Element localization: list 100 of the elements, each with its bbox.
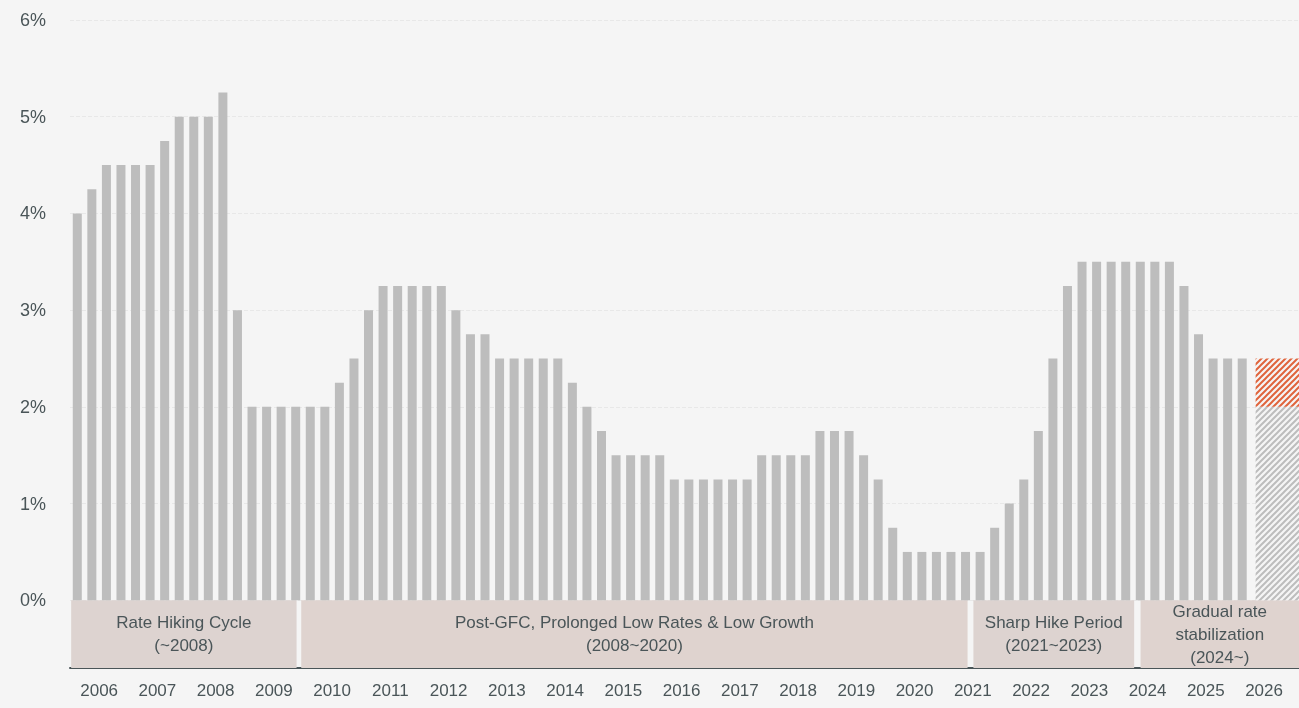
bar [990,527,1000,601]
bar [1208,358,1218,601]
bar [116,165,126,601]
bar [553,358,563,601]
bar [232,310,242,601]
bar [655,455,665,601]
bar [597,431,606,601]
bar [524,358,534,601]
bar [320,406,330,601]
bar [742,479,752,601]
bar [131,165,141,601]
bar [160,140,170,601]
y-tick-label: 6% [20,10,47,30]
bar [480,334,490,601]
band-label: Sharp Hike Period (2021~2023) [984,613,1123,656]
bar [684,479,694,601]
bar [218,92,228,601]
bar [902,551,912,601]
y-tick-label: 3% [20,300,47,321]
bar [815,431,825,601]
bar [247,406,257,601]
x-tick-label: 2011 [372,681,409,700]
bar [203,116,213,601]
bar [582,406,592,601]
band-label: Rate Hiking Cycle (~2008) [116,613,252,656]
bar [946,551,956,601]
bar [1062,285,1072,601]
bar [757,455,767,601]
bar [698,479,708,601]
x-tick-label: 2024 [1128,681,1167,700]
y-tick-label: 0% [20,590,47,611]
x-tick-label: 2022 [1012,681,1050,700]
bar [364,310,374,601]
x-tick-label: 2026 [1245,681,1283,700]
bar [393,285,403,601]
bar [291,406,301,601]
bar [728,479,738,601]
x-tick-label: 2016 [662,681,701,700]
x-tick-label: 2010 [313,681,352,700]
bar [1223,358,1233,601]
bar [334,382,344,601]
band-label: Gradual rate stabilization (2024~) [1172,601,1268,667]
bar [509,358,519,601]
bar [669,479,679,601]
band-label: Post-GFC, Prolonged Low Rates & Low Growth (2008~2020) [454,613,814,656]
bar [1106,261,1116,601]
bar [1004,503,1014,601]
bar [378,285,388,601]
bar [800,455,810,601]
bar [465,334,475,601]
bar [174,116,184,601]
bar [1255,406,1299,601]
bar [1255,358,1299,407]
bar [101,165,111,601]
x-tick-label: 2008 [196,681,235,700]
bar [771,455,781,601]
x-tick-label: 2021 [953,681,992,700]
x-tick-label: 2023 [1070,681,1109,700]
x-tick-label: 2009 [254,681,293,700]
x-tick-label: 2025 [1186,681,1225,700]
bar [1121,261,1131,601]
bar [888,527,898,601]
bar [917,551,927,601]
x-tick-label: 2020 [895,681,934,700]
x-tick-label: 2019 [837,681,876,700]
bar [1135,261,1145,601]
bar [1092,261,1102,601]
bar [1019,479,1029,601]
bar [713,479,723,601]
bar [495,358,505,601]
y-tick-label: 5% [20,106,47,127]
bar [975,551,985,601]
bar [538,358,548,601]
bar [1048,358,1058,601]
bar [189,116,199,601]
bar [407,285,417,601]
bar [72,213,82,601]
bar [305,406,315,601]
bar [1164,261,1174,601]
bar [349,358,359,601]
x-tick-label: 2018 [779,681,817,700]
bar [640,455,650,601]
bar [87,189,97,601]
y-tick-label: 4% [20,203,47,224]
bar [1033,431,1043,601]
bar [873,479,883,601]
x-tick-label: 2006 [80,681,119,700]
bar [1237,358,1247,601]
x-tick-label: 2012 [429,681,468,700]
bar [786,455,796,601]
bar [626,455,636,601]
bar [1194,334,1204,601]
bar [422,285,432,601]
x-tick-label: 2017 [720,681,759,700]
bar [931,551,941,601]
bar [1150,261,1160,601]
x-tick-label: 2015 [604,681,643,700]
bar [567,382,577,601]
bar [262,406,272,601]
bar [1077,261,1087,601]
